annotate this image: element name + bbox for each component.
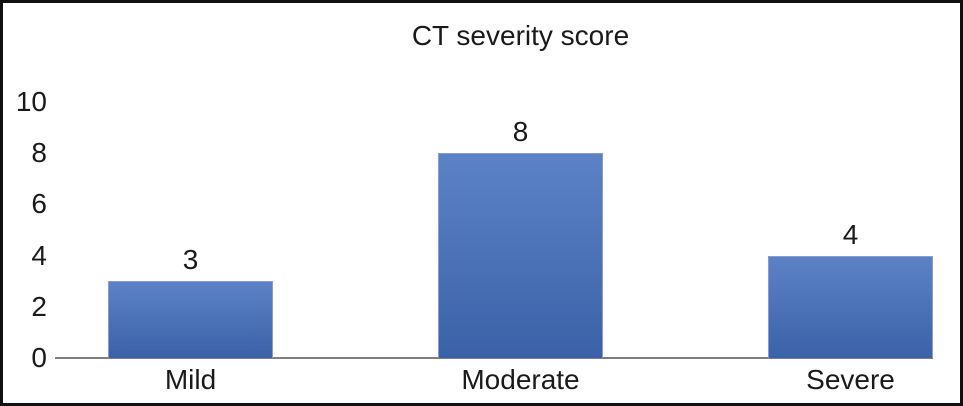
bar-mild [108, 281, 273, 358]
bar-value-label-moderate: 8 [512, 116, 529, 147]
y-axis-tick-label-2: 2 [31, 291, 47, 322]
y-axis-tick-label-4: 4 [31, 240, 47, 271]
x-axis-line [55, 357, 933, 359]
bar-severe [768, 256, 933, 358]
y-axis-tick-label-10: 10 [15, 86, 47, 117]
category-label-severe: Severe [806, 364, 895, 395]
category-label-mild: Mild [164, 364, 217, 395]
y-axis-tick-label-6: 6 [31, 188, 47, 219]
bar-group-mild: 3 [108, 244, 273, 358]
chart-title: CT severity score [411, 20, 630, 51]
y-axis-tick-label-8: 8 [31, 137, 47, 168]
y-axis-tick-label-0: 0 [31, 342, 47, 373]
bar-value-label-mild: 3 [182, 244, 199, 275]
bar-group-moderate: 8 [438, 116, 603, 358]
category-label-moderate: Moderate [461, 364, 580, 395]
bar-value-label-severe: 4 [842, 219, 859, 250]
bar-moderate [438, 153, 603, 358]
bar-group-severe: 4 [768, 219, 933, 358]
